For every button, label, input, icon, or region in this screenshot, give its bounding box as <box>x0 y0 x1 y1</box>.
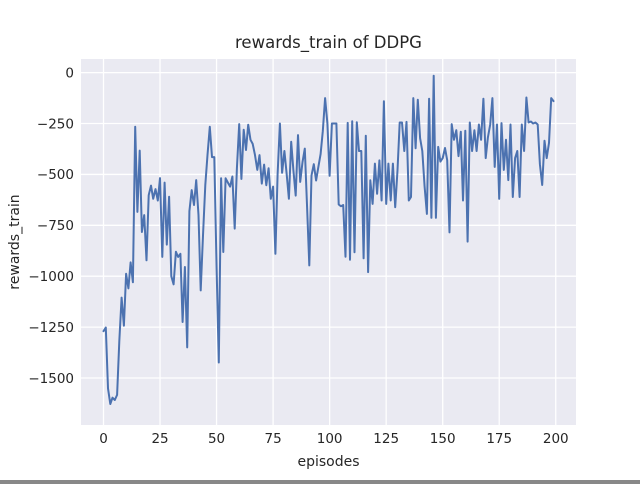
y-tick-label: −1250 <box>28 320 74 336</box>
x-tick-label: 0 <box>99 431 108 447</box>
x-tick-label: 25 <box>151 431 168 447</box>
x-tick-label: 150 <box>430 431 456 447</box>
x-tick-label: 75 <box>265 431 282 447</box>
y-tick-label: −1500 <box>28 371 74 387</box>
y-tick-label: −250 <box>37 116 74 132</box>
y-axis-label: rewards_train <box>7 194 23 289</box>
plot-area <box>81 59 576 425</box>
x-axis-label: episodes <box>297 454 359 470</box>
x-tick-label: 175 <box>486 431 512 447</box>
y-tick-label: −750 <box>37 218 74 234</box>
y-tick-label: −500 <box>37 167 74 183</box>
x-tick-label: 200 <box>543 431 569 447</box>
x-tick-labels: 0 25 50 75 100 125 150 175 200 <box>99 431 568 447</box>
chart-title: rewards_train of DDPG <box>235 33 422 53</box>
rewards-line <box>102 74 555 405</box>
x-tick-label: 100 <box>317 431 343 447</box>
gridlines <box>81 59 576 425</box>
x-tick-label: 50 <box>208 431 225 447</box>
y-tick-labels: 0 −250 −500 −750 −1000 −1250 −1500 <box>28 65 74 386</box>
y-tick-label: 0 <box>65 65 74 81</box>
y-tick-label: −1000 <box>28 269 74 285</box>
x-tick-label: 125 <box>373 431 399 447</box>
